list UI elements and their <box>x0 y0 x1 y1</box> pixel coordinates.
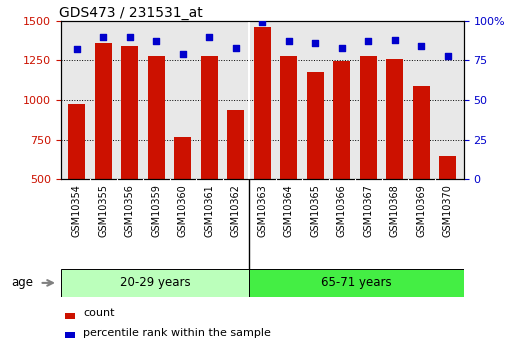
Text: GSM10365: GSM10365 <box>311 184 320 237</box>
Text: GSM10359: GSM10359 <box>152 184 161 237</box>
Text: GSM10370: GSM10370 <box>443 184 453 237</box>
Text: GSM10363: GSM10363 <box>258 184 267 237</box>
Text: GSM10362: GSM10362 <box>231 184 241 237</box>
Text: GSM10369: GSM10369 <box>417 184 426 237</box>
Text: GSM10367: GSM10367 <box>364 184 373 237</box>
Bar <box>307 72 324 179</box>
Point <box>285 39 293 44</box>
Text: percentile rank within the sample: percentile rank within the sample <box>83 328 271 338</box>
Text: GSM10355: GSM10355 <box>99 184 108 237</box>
Point <box>99 34 108 39</box>
Text: GDS473 / 231531_at: GDS473 / 231531_at <box>59 6 202 20</box>
Point <box>364 39 373 44</box>
Bar <box>386 59 403 179</box>
Point <box>179 51 187 57</box>
Bar <box>174 137 191 179</box>
Text: GSM10360: GSM10360 <box>178 184 188 237</box>
Bar <box>65 332 75 338</box>
Point <box>152 39 161 44</box>
Text: GSM10366: GSM10366 <box>337 184 347 237</box>
Point <box>391 37 399 42</box>
Point <box>205 34 214 39</box>
Bar <box>439 156 456 179</box>
Text: 65-71 years: 65-71 years <box>321 276 392 289</box>
Point <box>311 40 320 46</box>
Point <box>73 47 81 52</box>
Text: GSM10361: GSM10361 <box>205 184 214 237</box>
Bar <box>148 56 165 179</box>
Point <box>258 20 267 25</box>
Text: GSM10354: GSM10354 <box>72 184 82 237</box>
Text: GSM10356: GSM10356 <box>125 184 135 237</box>
Text: 20-29 years: 20-29 years <box>120 276 190 289</box>
Bar <box>201 56 218 179</box>
Bar <box>360 56 377 179</box>
Bar <box>249 269 464 297</box>
Point <box>126 34 134 39</box>
Bar <box>413 86 430 179</box>
Text: GSM10364: GSM10364 <box>284 184 294 237</box>
Bar <box>121 46 138 179</box>
Bar <box>68 104 85 179</box>
Point <box>338 45 346 50</box>
Bar <box>95 43 112 179</box>
Text: count: count <box>83 308 114 318</box>
Point <box>444 53 452 58</box>
Bar <box>280 56 297 179</box>
Bar <box>254 27 271 179</box>
Text: GSM10368: GSM10368 <box>390 184 400 237</box>
Bar <box>65 313 75 319</box>
Bar <box>61 269 249 297</box>
Bar <box>227 110 244 179</box>
Point <box>232 45 240 50</box>
Text: age: age <box>12 276 33 289</box>
Point <box>417 43 426 49</box>
Bar <box>333 61 350 179</box>
